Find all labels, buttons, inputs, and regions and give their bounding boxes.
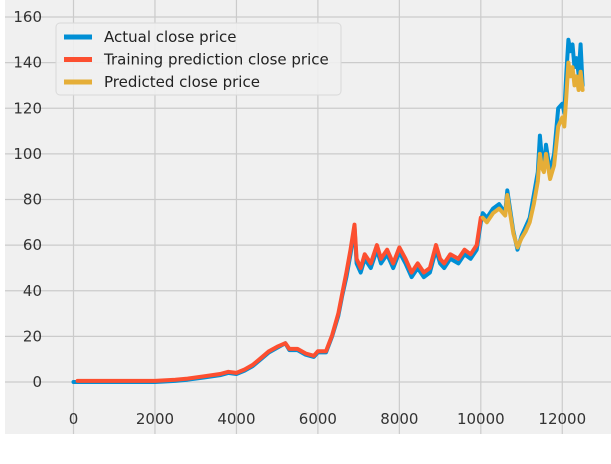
y-tick-label: 20 bbox=[23, 327, 42, 345]
x-tick-label: 4000 bbox=[217, 410, 255, 428]
x-tick-label: 10000 bbox=[457, 410, 505, 428]
series-line-2 bbox=[75, 215, 483, 383]
legend-label: Actual close price bbox=[104, 28, 237, 46]
series-line-3 bbox=[480, 60, 585, 250]
y-tick-label: 80 bbox=[23, 191, 42, 209]
legend-label: Predicted close price bbox=[104, 73, 260, 91]
x-tick-label: 0 bbox=[69, 410, 79, 428]
x-tick-label: 12000 bbox=[538, 410, 586, 428]
y-tick-label: 0 bbox=[32, 373, 42, 391]
legend-label: Training prediction close price bbox=[103, 51, 329, 69]
y-tick-label: 60 bbox=[23, 236, 42, 254]
y-tick-label: 100 bbox=[13, 145, 42, 163]
grid bbox=[5, 0, 611, 434]
y-tick-label: 140 bbox=[13, 54, 42, 72]
y-tick-label: 160 bbox=[13, 8, 42, 26]
x-tick-label: 6000 bbox=[299, 410, 337, 428]
legend-box bbox=[55, 22, 342, 96]
x-tick-label: 2000 bbox=[136, 410, 174, 428]
y-tick-label: 120 bbox=[13, 99, 42, 117]
y-tick-label: 40 bbox=[23, 282, 42, 300]
x-tick-label: 8000 bbox=[380, 410, 418, 428]
series-layer bbox=[71, 37, 585, 384]
legend: Actual close price Training prediction cl… bbox=[55, 22, 342, 96]
tick-labels: 0 2000 4000 6000 8000 10000 12000 0 20 40 60 80 100 1… bbox=[13, 8, 586, 428]
